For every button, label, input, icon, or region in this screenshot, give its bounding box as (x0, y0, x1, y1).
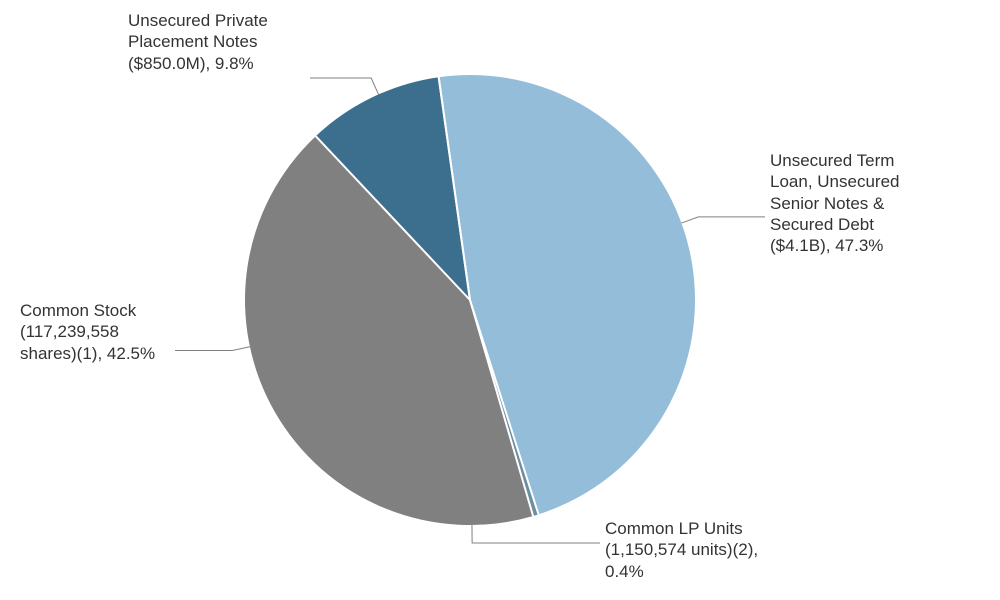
pie-label-line: 0.4% (605, 561, 865, 582)
pie-label-line: Common Stock (20, 300, 200, 321)
pie-label-term_loan_notes_secured_debt: Unsecured TermLoan, UnsecuredSenior Note… (770, 150, 980, 256)
pie-label-line: Placement Notes (128, 31, 338, 52)
pie-label-line: ($4.1B), 47.3% (770, 235, 980, 256)
pie-label-line: Common LP Units (605, 518, 865, 539)
pie-label-line: (117,239,558 (20, 321, 200, 342)
pie-label-line: Unsecured Term (770, 150, 980, 171)
pie-label-private_placement_notes: Unsecured PrivatePlacement Notes($850.0M… (128, 10, 338, 74)
pie-label-line: Secured Debt (770, 214, 980, 235)
pie-label-line: Senior Notes & (770, 193, 980, 214)
pie-label-line: Unsecured Private (128, 10, 338, 31)
pie-label-line: ($850.0M), 9.8% (128, 53, 338, 74)
pie-label-common_stock: Common Stock(117,239,558shares)(1), 42.5… (20, 300, 200, 364)
pie-chart-container: Unsecured TermLoan, UnsecuredSenior Note… (0, 0, 1000, 600)
pie-label-line: Loan, Unsecured (770, 171, 980, 192)
pie-label-common_lp_units: Common LP Units(1,150,574 units)(2),0.4% (605, 518, 865, 582)
pie-label-line: (1,150,574 units)(2), (605, 539, 865, 560)
pie-label-line: shares)(1), 42.5% (20, 343, 200, 364)
